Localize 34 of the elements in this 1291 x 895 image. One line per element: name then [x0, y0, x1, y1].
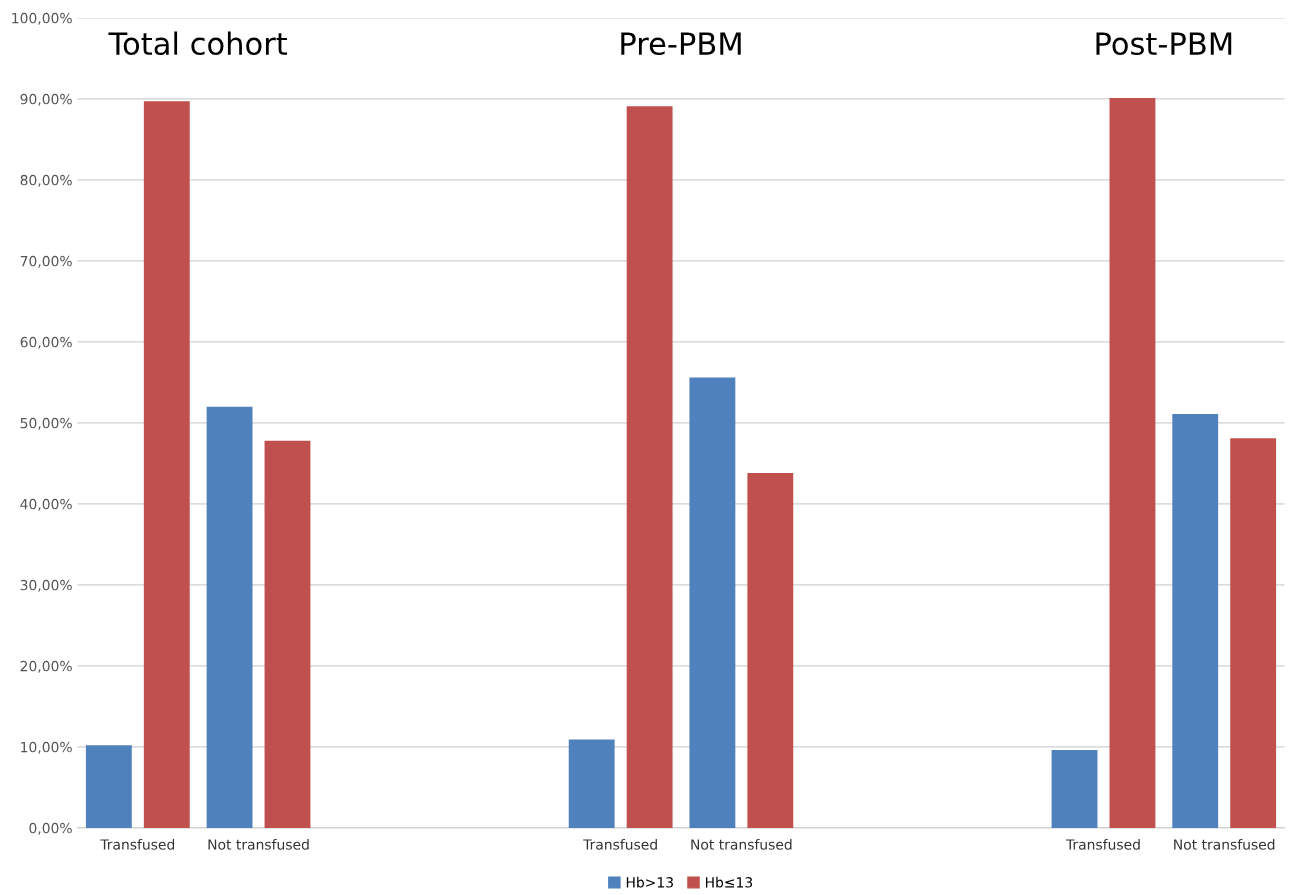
y-tick-label: 80,00%: [20, 174, 72, 187]
x-tick-label: Not transfused: [1174, 838, 1275, 850]
annotation: Pre-PBM: [621, 32, 741, 56]
y-tick-label: 0,00%: [29, 822, 72, 835]
bar: [1172, 413, 1219, 828]
bar: [626, 106, 673, 828]
bar: [1051, 750, 1098, 828]
y-tick-label: 90,00%: [20, 93, 72, 106]
x-tick-label: Not transfused: [208, 838, 309, 850]
legend-label: Hb≤13: [705, 876, 753, 888]
annotation: Total cohort: [108, 31, 288, 56]
y-tick-label: 50,00%: [20, 417, 72, 430]
bar: [1109, 98, 1156, 828]
bar: [568, 739, 615, 828]
x-tick-label: Transfused: [1065, 838, 1140, 850]
y-tick-label: 70,00%: [20, 255, 72, 268]
bar: [143, 101, 190, 828]
bar: [85, 745, 132, 828]
bar: [747, 473, 794, 828]
y-tick-label: 10,00%: [21, 741, 72, 754]
y-tick-label: 20,00%: [20, 660, 72, 673]
x-tick-label: Transfused: [583, 838, 657, 850]
y-tick-label: 40,00%: [20, 498, 72, 511]
annotation: Post-PBM: [1096, 32, 1232, 56]
bar: [264, 440, 311, 828]
bar: [689, 377, 736, 828]
y-tick-label: 30,00%: [20, 579, 72, 592]
x-tick-label: Transfused: [100, 838, 175, 850]
y-tick-label: 100,00%: [12, 12, 72, 25]
bar: [1230, 438, 1277, 828]
bar: [206, 406, 253, 828]
x-tick-label: Not transfused: [691, 838, 792, 850]
legend-label: Hb>13: [626, 876, 673, 888]
y-tick-label: 60,00%: [20, 336, 72, 349]
